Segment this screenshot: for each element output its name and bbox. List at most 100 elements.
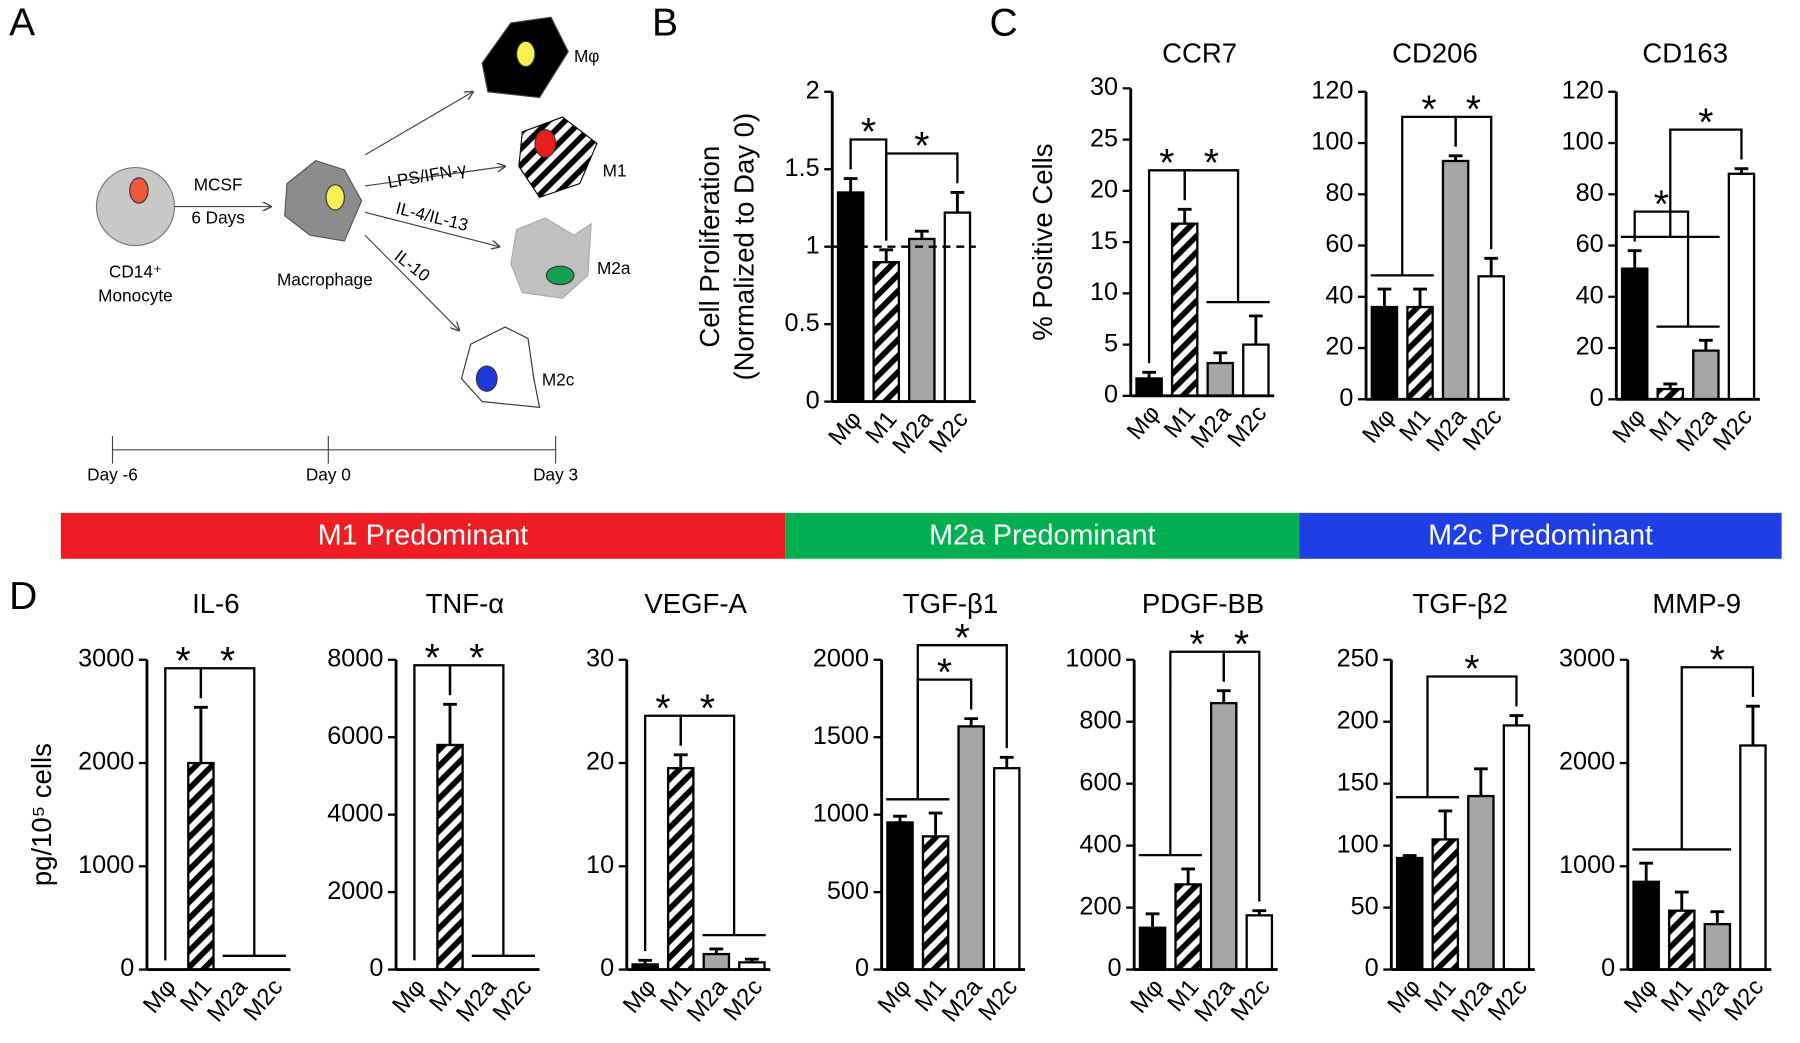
- y-tick-label: 8000: [327, 644, 383, 672]
- error-bar: [638, 958, 653, 965]
- significance-label: *: [655, 687, 670, 730]
- error-bar: [1213, 351, 1228, 364]
- treatment-label: LPS/IFN-γ: [386, 158, 468, 192]
- error-bar: [1145, 912, 1160, 928]
- bar: [436, 743, 464, 971]
- bar: [943, 211, 972, 403]
- y-axis-label: (Normalized to Day 0): [728, 113, 759, 381]
- panel-label: D: [9, 575, 37, 618]
- y-tick-label: 3000: [78, 644, 134, 672]
- bar: [1245, 914, 1274, 971]
- y-tick-label: 0: [120, 954, 134, 982]
- y-tick-label: 0: [1104, 381, 1118, 409]
- y-tick-label: 250: [1337, 644, 1379, 672]
- y-tick-label: 500: [827, 877, 869, 905]
- significance-label: *: [1710, 639, 1725, 682]
- y-tick-label: 0: [806, 386, 820, 414]
- bar: [1206, 361, 1235, 398]
- banner: [60, 512, 786, 559]
- significance-label: *: [1464, 648, 1479, 691]
- y-tick-label: 600: [1079, 768, 1121, 796]
- y-tick-label: 30: [1090, 73, 1118, 101]
- bar: [1667, 909, 1696, 971]
- y-tick-label: 20: [1325, 333, 1353, 361]
- error-bar: [1663, 382, 1678, 390]
- x-tick-label: Mφ: [138, 974, 182, 1019]
- error-bar: [1248, 314, 1263, 345]
- significance-bracket: [679, 714, 736, 936]
- significance-bracket: [1669, 128, 1743, 237]
- y-tick-label: 30: [586, 644, 614, 672]
- error-bar: [928, 811, 943, 837]
- m2c-cell: [460, 326, 541, 408]
- banner: [785, 512, 1300, 559]
- significance-bracket: [1426, 675, 1518, 798]
- bar: [836, 191, 865, 403]
- y-tick-label: 3000: [1559, 644, 1615, 672]
- diagram: [95, 16, 598, 464]
- m1-cell: [518, 116, 598, 199]
- bar: [1692, 349, 1720, 401]
- significance-bracket: [1454, 115, 1493, 250]
- chart-title: CD163: [1642, 37, 1728, 68]
- bar: [1138, 926, 1167, 971]
- significance-label: *: [1654, 183, 1669, 226]
- m2a-cell: [510, 217, 592, 299]
- y-tick-label: 200: [1337, 706, 1379, 734]
- significance-bracket: [199, 667, 256, 956]
- y-tick-label: 1.5: [785, 154, 820, 182]
- error-bar: [843, 177, 858, 193]
- y-tick-label: 2000: [327, 877, 383, 905]
- significance-label: *: [1421, 89, 1436, 132]
- error-bar: [194, 705, 208, 764]
- error-bar: [893, 814, 907, 823]
- cell-label: M1: [603, 161, 627, 181]
- banner-label: M2c Predominant: [1428, 520, 1653, 552]
- bar: [1632, 880, 1660, 971]
- arrow: [364, 166, 505, 187]
- error-bar: [964, 717, 979, 727]
- bar: [702, 952, 731, 971]
- chart-title: VEGF-A: [644, 588, 747, 619]
- panel-label: A: [9, 2, 35, 45]
- x-tick-label: Mφ: [1382, 974, 1426, 1019]
- bar: [872, 261, 901, 403]
- y-tick-label: 60: [1325, 230, 1353, 258]
- cell-label: M2c: [542, 369, 575, 389]
- y-tick-label: 200: [1079, 892, 1121, 920]
- arrow: [364, 234, 459, 330]
- error-bar: [1402, 854, 1417, 859]
- error-bar: [1252, 909, 1267, 916]
- bar: [666, 767, 695, 971]
- y-tick-label: 800: [1079, 706, 1121, 734]
- y-tick-label: 60: [1576, 230, 1604, 258]
- chart-title: CCR7: [1162, 37, 1237, 68]
- chart-title: MMP-9: [1652, 588, 1741, 619]
- nucleus: [475, 365, 498, 392]
- y-tick-label: 0: [600, 954, 614, 982]
- significance-bracket: [916, 644, 1008, 800]
- bar: [1170, 222, 1199, 398]
- bar: [1703, 922, 1732, 971]
- y-tick-label: 10: [586, 851, 614, 879]
- bar: [1370, 305, 1399, 401]
- error-bar: [1484, 256, 1499, 277]
- y-tick-label: 20: [1576, 333, 1604, 361]
- y-tick-label: 0: [369, 954, 383, 982]
- y-tick-label: 6000: [327, 722, 383, 750]
- y-tick-label: 1000: [78, 851, 134, 879]
- y-tick-label: 0: [1590, 384, 1604, 412]
- y-tick-label: 2000: [813, 644, 869, 672]
- cell-label: Monocyte: [98, 286, 173, 306]
- chart-title: IL-6: [192, 588, 239, 619]
- significance-bracket: [448, 664, 505, 956]
- y-tick-label: 25: [1090, 124, 1118, 152]
- error-bar: [1698, 338, 1713, 351]
- bar-chart: Cell Proliferation (Normalized to Day 0) 0…: [694, 76, 976, 459]
- significance-label: *: [220, 640, 235, 683]
